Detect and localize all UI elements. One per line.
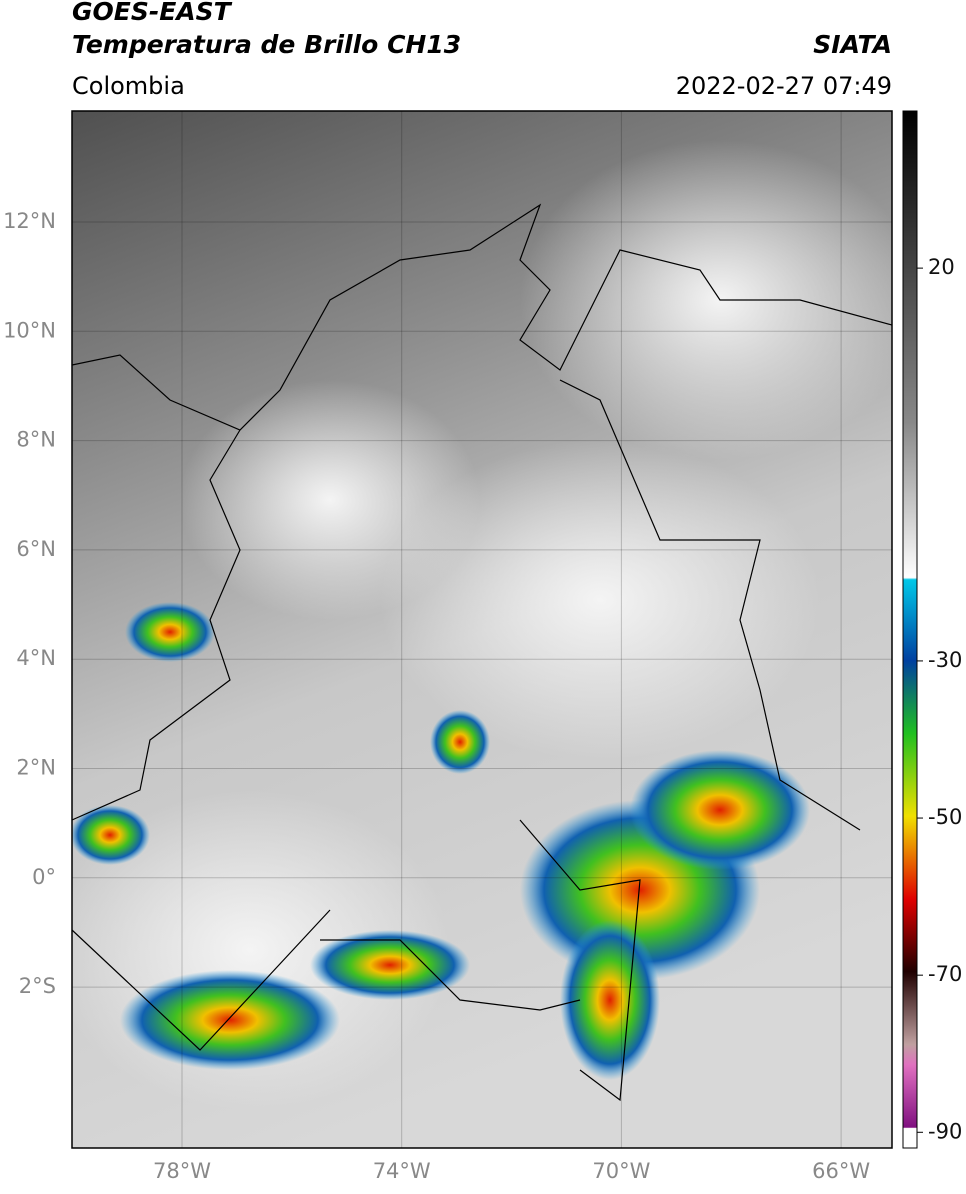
subtitle: Temperatura de Brillo CH13 — [72, 30, 461, 59]
lon-tick-label: 70°W — [592, 1159, 650, 1183]
lon-tick-label: 78°W — [153, 1159, 211, 1183]
lat-tick-label: 2°S — [19, 974, 56, 998]
lat-tick-label: 4°N — [16, 646, 56, 670]
colorbar-tick-label: -30 — [928, 648, 962, 672]
lat-tick-label: 10°N — [3, 318, 56, 342]
lon-tick-label: 66°W — [812, 1159, 870, 1183]
map-frame — [71, 110, 893, 1149]
lat-tick-label: 2°N — [16, 756, 56, 780]
lat-tick-label: 12°N — [3, 209, 56, 233]
lon-tick-label: 74°W — [373, 1159, 431, 1183]
colorbar-tick-label: -70 — [928, 962, 962, 986]
colorbar-tick-label: 20 — [928, 255, 955, 279]
colorbar-tick-label: -90 — [928, 1119, 962, 1143]
title: GOES-EAST — [72, 0, 233, 26]
datetime: 2022-02-27 07:49 — [676, 72, 892, 100]
lat-tick-label: 6°N — [16, 537, 56, 561]
lat-tick-label: 8°N — [16, 428, 56, 452]
lat-tick-label: 0° — [32, 865, 56, 889]
source: SIATA — [813, 30, 892, 59]
colorbar-tick-label: -50 — [928, 805, 962, 829]
satellite-image — [72, 111, 892, 1148]
region: Colombia — [72, 72, 185, 100]
colorbar — [902, 110, 918, 1149]
